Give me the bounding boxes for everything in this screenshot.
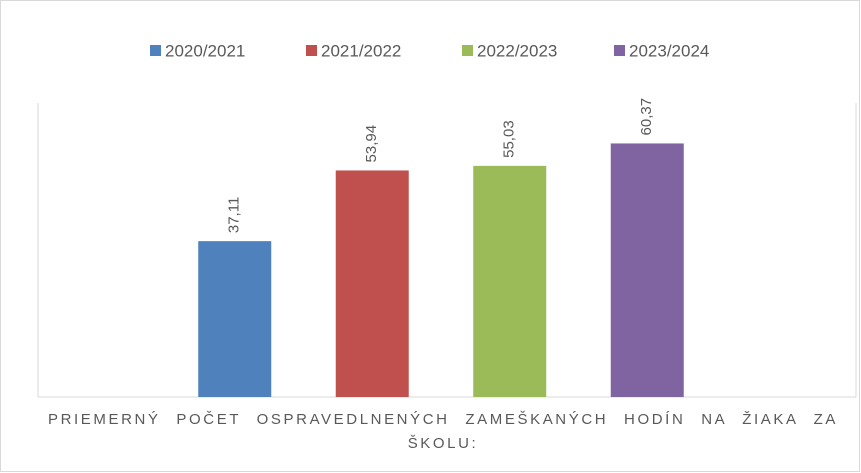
data-label: 55,03 bbox=[501, 120, 518, 158]
legend-swatch bbox=[306, 45, 317, 56]
legend-swatch bbox=[614, 45, 625, 56]
legend-label: 2023/2024 bbox=[629, 41, 709, 60]
legend-label: 2021/2022 bbox=[321, 41, 401, 60]
data-label: 60,37 bbox=[638, 98, 655, 136]
data-label: 37,11 bbox=[226, 197, 243, 233]
legend-swatch bbox=[462, 45, 473, 56]
bar bbox=[198, 241, 272, 397]
legend-label: 2020/2021 bbox=[165, 41, 245, 60]
bar bbox=[335, 170, 409, 397]
bar bbox=[473, 165, 547, 397]
bar bbox=[610, 143, 684, 397]
legend-swatch bbox=[150, 45, 161, 56]
data-label: 53,94 bbox=[363, 125, 380, 163]
x-category-label: PRIEMERNÝ POČET OSPRAVEDLNENÝCH ZAMEŠKAN… bbox=[48, 411, 838, 452]
legend-label: 2022/2023 bbox=[477, 41, 557, 60]
